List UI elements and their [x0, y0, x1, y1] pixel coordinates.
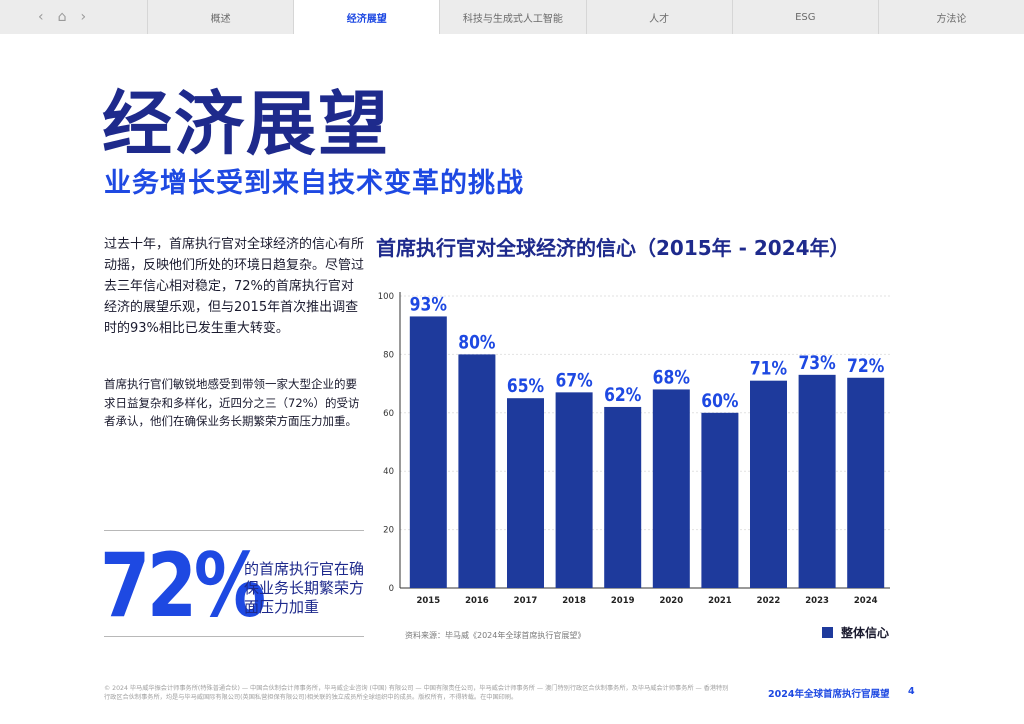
chart-title: 首席执行官对全球经济的信心（2015年 - 2024年）	[376, 236, 850, 260]
data-label: 93%	[410, 294, 447, 316]
footer-report-title: 2024年全球首席执行官展望	[768, 689, 890, 700]
tab-tech-genai[interactable]: 科技与生成式人工智能	[440, 0, 587, 34]
y-tick-label: 20	[383, 526, 394, 536]
bar	[701, 412, 739, 588]
bar	[458, 354, 496, 588]
chart-legend: 整体信心	[822, 624, 889, 641]
bar	[409, 316, 447, 588]
body-paragraph: 首席执行官们敏锐地感受到带领一家大型企业的要求日益复杂和多样化，近四分之三（72…	[104, 377, 360, 428]
y-tick-label: 0	[389, 584, 394, 594]
tab-economic-outlook[interactable]: 经济展望	[294, 0, 441, 34]
x-tick-label: 2020	[659, 596, 683, 606]
back-icon[interactable]: ‹	[38, 9, 44, 25]
x-tick-label: 2017	[514, 596, 538, 606]
page-title: 经济展望	[102, 83, 390, 165]
data-label: 71%	[750, 358, 787, 380]
tab-talent[interactable]: 人才	[587, 0, 733, 34]
data-label: 60%	[701, 390, 738, 412]
x-tick-label: 2015	[416, 596, 440, 606]
forward-icon[interactable]: ›	[80, 9, 87, 25]
data-label: 72%	[847, 355, 884, 377]
legend-swatch	[822, 627, 833, 638]
bar	[750, 380, 787, 588]
y-tick-label: 60	[383, 409, 394, 419]
bar	[555, 392, 593, 588]
top-nav: ‹ ⌂ › 概述 经济展望 科技与生成式人工智能 人才 ESG 方法论	[0, 0, 1024, 34]
divider-top	[104, 530, 364, 531]
data-label: 67%	[555, 370, 592, 392]
page-subtitle: 业务增长受到来自技术变革的挑战	[104, 168, 524, 199]
x-tick-label: 2022	[757, 596, 781, 606]
nav-controls: ‹ ⌂ ›	[0, 0, 148, 34]
x-tick-label: 2024	[854, 596, 878, 606]
x-tick-label: 2016	[465, 596, 489, 606]
x-tick-label: 2018	[562, 596, 586, 606]
bar	[604, 406, 642, 588]
bar	[847, 377, 885, 588]
bar-chart: 0 20 40 60 80 100 93% 2015 80% 2016 65% 2017 67% 2018…	[378, 292, 890, 606]
tab-methodology[interactable]: 方法论	[936, 13, 967, 25]
divider-bottom	[104, 636, 364, 637]
highlight-stat-description: 的首席执行官在确保业务长期繁荣方面压力加重	[244, 560, 365, 616]
data-label: 73%	[798, 352, 835, 374]
highlight-stat-value: 72%	[100, 534, 266, 637]
bar	[507, 398, 544, 588]
footer-page-number: 4	[908, 686, 915, 697]
y-tick-label: 80	[383, 350, 394, 360]
bar	[798, 374, 836, 588]
x-tick-label: 2023	[805, 596, 829, 606]
data-label: 68%	[653, 367, 690, 389]
y-tick-label: 100	[378, 292, 394, 302]
data-label: 65%	[507, 376, 544, 398]
chart-source: 资料来源：毕马威《2024年全球首席执行官展望》	[405, 631, 586, 640]
x-tick-label: 2021	[708, 596, 732, 606]
data-label: 80%	[458, 332, 495, 354]
tab-overview[interactable]: 概述	[148, 0, 295, 34]
tab-esg[interactable]: ESG	[733, 0, 879, 34]
x-tick-label: 2019	[611, 596, 635, 606]
bar	[652, 389, 690, 588]
y-tick-label: 40	[383, 467, 394, 477]
home-icon[interactable]: ⌂	[57, 9, 67, 25]
footer-legal-text: © 2024 毕马威华振会计师事务所(特殊普通合伙) — 中国合伙制会计师事务所…	[104, 685, 729, 701]
data-label: 62%	[604, 385, 641, 407]
intro-paragraph: 过去十年，首席执行官对全球经济的信心有所动摇，反映他们所处的环境日趋复杂。尽管过…	[104, 237, 365, 336]
legend-label: 整体信心	[841, 626, 890, 640]
